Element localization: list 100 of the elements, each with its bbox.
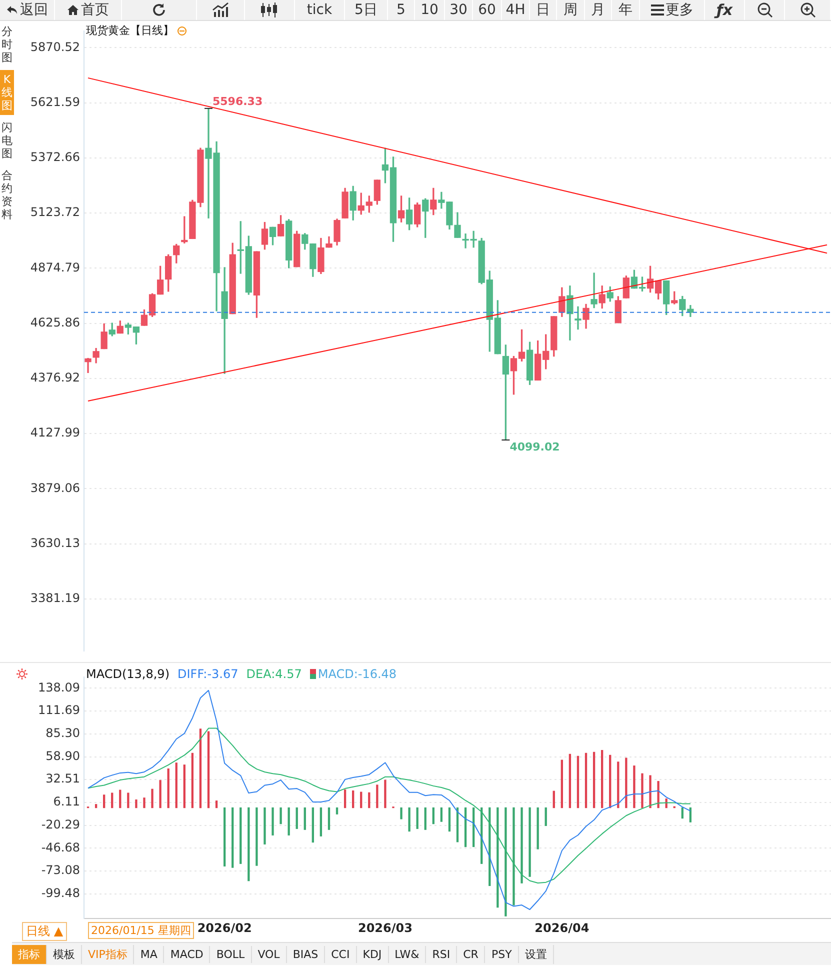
- text: 周: [564, 1, 578, 19]
- bar: [689, 807, 692, 822]
- bar: [232, 807, 234, 868]
- bar: [127, 792, 130, 808]
- bar: [424, 807, 426, 830]
- bar: [528, 807, 531, 877]
- text: 年: [618, 1, 632, 19]
- bar: [568, 754, 572, 808]
- bar: [432, 807, 434, 824]
- bar: [368, 792, 370, 808]
- bar: [288, 807, 290, 836]
- annotation: 4099.02: [510, 440, 560, 454]
- bar: [223, 807, 226, 866]
- text: MACD: [164, 946, 210, 962]
- bar: [576, 756, 580, 808]
- y-tick-label: 5870.52: [30, 40, 80, 54]
- y-tick-label: 5372.66: [30, 150, 80, 164]
- text: 返回: [20, 1, 48, 19]
- text: 5日: [354, 1, 378, 19]
- text: CCI: [325, 946, 357, 962]
- bar: [657, 781, 660, 808]
- bar: [151, 788, 154, 808]
- y-tick-label: 6.11: [53, 794, 80, 809]
- bar: [336, 807, 338, 814]
- text: 日线 ▲: [22, 922, 68, 941]
- text: 首页: [81, 1, 109, 19]
- y-tick-label: -20.29: [41, 817, 80, 832]
- text: 5: [396, 2, 406, 18]
- bar: [416, 807, 418, 829]
- y-tick-label: 4625.86: [30, 315, 80, 330]
- bar: [215, 800, 218, 808]
- text: VOL: [252, 946, 287, 962]
- text: 合约资料: [0, 169, 14, 221]
- x-tick-label: 2026/02: [197, 920, 252, 935]
- bar: [135, 799, 138, 808]
- text: BIAS: [286, 946, 326, 962]
- y-tick-label: 5123.72: [30, 205, 80, 220]
- bar: [617, 762, 620, 808]
- text: 闪电图: [0, 121, 14, 160]
- bar: [400, 807, 402, 820]
- bar: [601, 750, 604, 808]
- bar: [103, 794, 106, 808]
- y-tick-label: 111.69: [38, 703, 80, 718]
- bar: [167, 768, 170, 808]
- text: PSY: [485, 946, 519, 962]
- bar: [183, 764, 186, 808]
- bar: [191, 752, 194, 808]
- bar: [633, 766, 636, 808]
- text: 模板: [47, 944, 82, 964]
- bar: [119, 790, 122, 808]
- text: 设置: [518, 944, 554, 964]
- bar: [248, 807, 250, 882]
- candlestick: [574, 306, 582, 330]
- chart-title: 现货黄金【日线】: [86, 23, 174, 38]
- candlestick: [84, 358, 92, 373]
- bar: [408, 807, 410, 832]
- annotation: 5596.33: [212, 94, 263, 108]
- text: ƒx: [716, 1, 733, 19]
- bar: [552, 790, 555, 808]
- text: RSI: [426, 946, 458, 962]
- text: 10: [420, 2, 438, 18]
- y-tick-label: 4874.79: [30, 260, 80, 274]
- bar: [584, 752, 588, 808]
- bar: [312, 807, 314, 843]
- bar: [544, 807, 547, 826]
- bar: [592, 752, 596, 808]
- y-tick-label: -99.48: [41, 886, 80, 900]
- text: DEA:4.57: [246, 667, 302, 681]
- text: BOLL: [210, 946, 252, 962]
- text: 60: [478, 2, 496, 18]
- bar: [264, 807, 266, 844]
- text: MA: [134, 946, 164, 962]
- text: CR: [457, 946, 486, 962]
- bar: [207, 731, 210, 808]
- bar: [609, 754, 612, 808]
- text: 更多: [666, 1, 694, 19]
- bar: [681, 807, 684, 819]
- y-tick-label: 3630.13: [30, 536, 80, 550]
- text: 分时图: [0, 25, 14, 64]
- bar: [159, 780, 162, 808]
- y-tick-label: 4376.92: [30, 370, 80, 385]
- text: 月: [591, 1, 605, 19]
- text: 日: [536, 1, 550, 19]
- chart-title: MACD(13,8,9): [86, 667, 170, 681]
- y-tick-label: -73.08: [41, 863, 80, 878]
- y-tick-label: 85.30: [46, 726, 80, 740]
- bar: [641, 773, 644, 808]
- bar: [625, 758, 628, 808]
- bar: [240, 807, 242, 864]
- bar: [296, 807, 298, 829]
- x-tick-label: 2026/03: [358, 920, 412, 935]
- bar: [111, 792, 114, 808]
- candlestick: [590, 272, 598, 308]
- bar: [512, 807, 515, 906]
- bar: [520, 807, 523, 884]
- bar: [256, 807, 258, 866]
- y-tick-label: 4127.99: [30, 426, 80, 440]
- text: tick: [306, 2, 332, 18]
- legend-label: MACD:-16.48: [318, 667, 397, 681]
- y-tick-label: 3381.19: [30, 591, 80, 606]
